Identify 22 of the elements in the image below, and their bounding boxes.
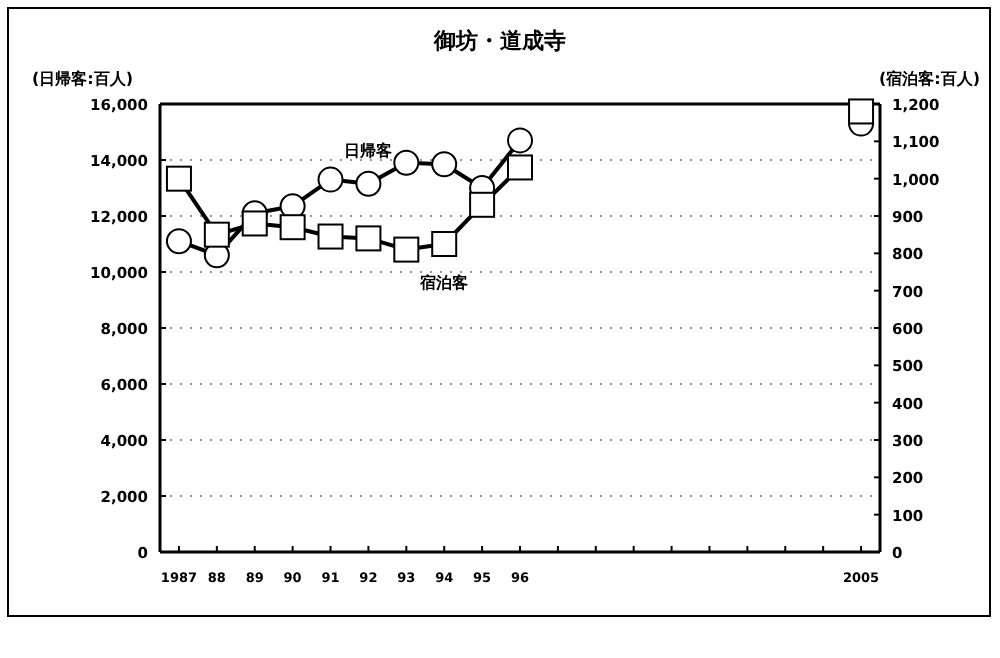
point: [848, 98, 875, 125]
point: [393, 149, 420, 176]
point: [507, 127, 533, 154]
point: [203, 221, 230, 248]
point: [355, 170, 382, 197]
point: [431, 151, 458, 178]
point: [355, 225, 382, 252]
chart-title: 御坊・道成寺: [432, 28, 566, 54]
point: [165, 228, 192, 255]
y2-axis-title: (宿泊客:百人): [878, 68, 980, 88]
point: [469, 191, 496, 218]
series-label: 宿泊客: [418, 272, 469, 292]
point: [393, 236, 420, 263]
point: [317, 166, 344, 193]
y-axis-title: (日帰客:百人): [32, 68, 134, 88]
point: [241, 210, 268, 237]
series-label: 日帰客: [344, 139, 393, 160]
point: [317, 223, 344, 250]
point: [507, 154, 533, 181]
point: [279, 214, 306, 241]
point: [165, 165, 192, 192]
point: [431, 231, 458, 257]
